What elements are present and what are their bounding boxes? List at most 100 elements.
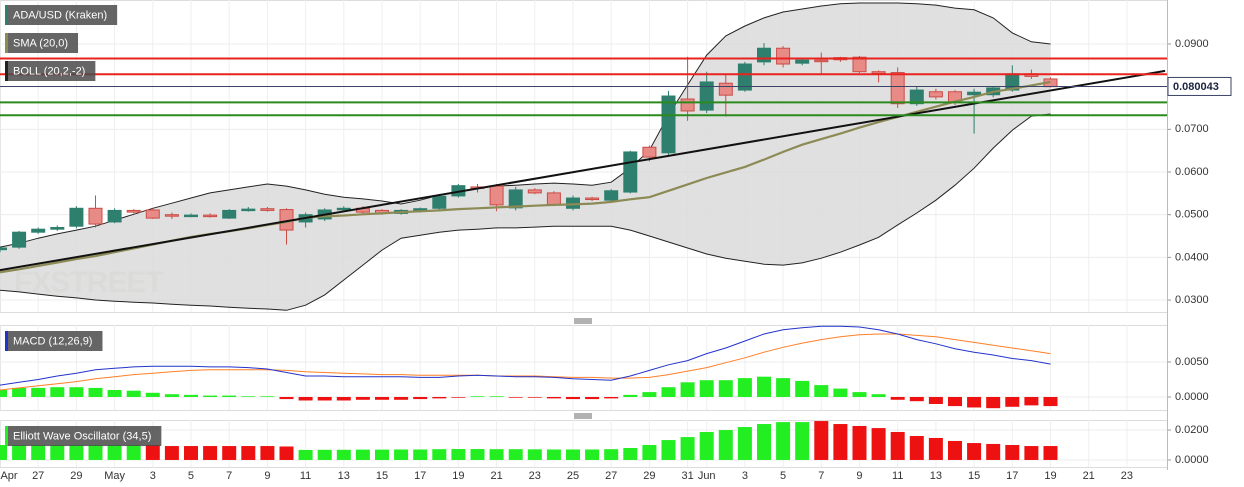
histogram-bar	[890, 396, 905, 400]
oscillator-bar	[680, 437, 695, 460]
oscillator-bar	[279, 446, 294, 460]
histogram-bar	[604, 396, 619, 399]
x-tick-label: Jun	[698, 470, 716, 482]
oscillator-bar	[756, 424, 771, 460]
histogram-bar	[260, 396, 275, 397]
oscillator-bar	[986, 443, 1001, 460]
candle-body	[795, 59, 810, 64]
candle-body	[0, 247, 7, 251]
oscillator-bar	[947, 440, 962, 460]
oscillator-bar	[795, 422, 810, 460]
x-tick-label: May	[104, 470, 125, 482]
histogram-bar	[565, 396, 580, 400]
band-lower	[0, 113, 1051, 311]
legend-item: ADA/USD (Kraken)	[5, 5, 118, 25]
oscillator-bar	[1043, 446, 1058, 460]
oscillator-bar	[451, 449, 466, 460]
candle-body	[661, 95, 676, 154]
candle-body	[718, 82, 733, 96]
histogram-bar	[203, 395, 218, 397]
x-tick-label: 7	[226, 470, 232, 482]
oscillator-bar	[909, 436, 924, 460]
histogram-bar	[833, 388, 848, 397]
x-tick-label: 27	[605, 470, 617, 482]
oscillator-bar	[1024, 446, 1039, 460]
legend-label: MACD (12,26,9)	[13, 335, 92, 347]
oscillator-bar	[585, 449, 600, 460]
histogram-bar	[298, 396, 313, 401]
legend-item: SMA (20,0)	[5, 33, 79, 53]
oscillator-bar	[814, 421, 829, 460]
oscillator-bar	[12, 444, 27, 460]
histogram-bar	[451, 396, 466, 398]
oscillator-bar	[31, 444, 46, 460]
last-price-label: 0.080043	[1173, 81, 1219, 93]
oscillator-bar	[546, 449, 561, 460]
x-tick-label: 15	[968, 470, 980, 482]
histogram-bar	[1043, 396, 1058, 407]
oscillator-bar	[699, 431, 714, 460]
candle-body	[241, 208, 256, 212]
legend-box	[5, 61, 96, 81]
legend-swatch	[5, 5, 8, 25]
x-tick-label: 21	[490, 470, 502, 482]
histogram-bar	[795, 380, 810, 397]
y-tick-label: 0.0200	[1175, 424, 1209, 436]
candle-body	[432, 195, 447, 209]
oscillator-bar	[336, 449, 351, 460]
oscillator-bar	[852, 425, 867, 460]
y-tick-label: 0.0900	[1175, 38, 1209, 50]
legend-item: BOLL (20,2,-2)	[5, 61, 96, 81]
histogram-bar	[776, 378, 791, 397]
y-tick-label: 0.0300	[1175, 294, 1209, 306]
histogram-bar	[432, 396, 447, 399]
y-tick-label: 0.0400	[1175, 251, 1209, 263]
oscillator-bar	[527, 449, 542, 460]
histogram-bar	[12, 387, 27, 397]
candle-body	[852, 56, 867, 73]
x-tick-label: 13	[338, 470, 350, 482]
histogram-bar	[183, 394, 198, 397]
oscillator-bar	[890, 431, 905, 460]
candle-body	[164, 214, 179, 217]
histogram-bar	[508, 396, 523, 398]
histogram-bar	[1005, 396, 1020, 407]
oscillator-bar	[928, 437, 943, 460]
grip[interactable]	[574, 318, 592, 324]
macd-line	[0, 325, 1051, 386]
legend-label: ADA/USD (Kraken)	[13, 9, 107, 21]
candle-body	[604, 190, 619, 201]
oscillator-bar	[642, 444, 657, 460]
legend-box	[5, 331, 103, 351]
histogram-bar	[107, 389, 122, 397]
x-tick-label: 11	[300, 470, 311, 482]
histogram-bar	[756, 376, 771, 397]
histogram-bar	[145, 392, 160, 397]
x-tick-label: 19	[1044, 470, 1056, 482]
x-tick-label: 9	[856, 470, 862, 482]
x-tick-label: 21	[1083, 470, 1095, 482]
band-fill	[0, 3, 1051, 311]
oscillator-bar	[565, 449, 580, 460]
oscillator-bar	[50, 444, 65, 460]
histogram-bar	[336, 396, 351, 401]
grip[interactable]	[574, 413, 592, 419]
histogram-bar	[0, 389, 7, 397]
histogram-bar	[317, 396, 332, 401]
candle-body	[527, 189, 542, 194]
x-tick-label: 13	[930, 470, 942, 482]
candle-body	[126, 209, 141, 213]
candle-body	[508, 189, 523, 209]
legend-swatch	[5, 61, 8, 81]
histogram-bar	[871, 394, 886, 397]
legend-swatch	[5, 426, 8, 446]
oscillator-bar	[661, 440, 676, 460]
histogram-bar	[374, 396, 389, 400]
x-tick-label: 7	[818, 470, 824, 482]
histogram-bar	[661, 387, 676, 397]
legend-box	[5, 5, 118, 25]
histogram-bar	[413, 396, 428, 400]
histogram-bar	[222, 395, 237, 397]
legend-item: MACD (12,26,9)	[5, 331, 103, 351]
